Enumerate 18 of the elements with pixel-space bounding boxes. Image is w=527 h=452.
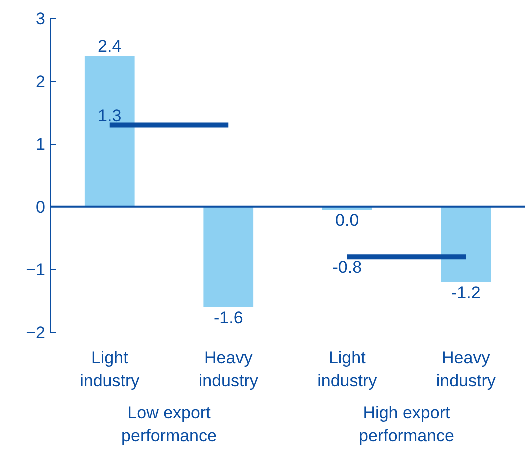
data-label: -1.6: [214, 308, 244, 328]
y-tick-label: 1: [36, 135, 46, 154]
x-tick-label: Light industry: [80, 348, 140, 390]
y-tick-label: 3: [36, 10, 46, 28]
y-tick-label: 2: [36, 72, 46, 92]
y-tick-label: −1: [26, 260, 46, 280]
x-tick-label: Heavy industry: [436, 348, 496, 390]
x-tick-label: Heavy industry: [198, 348, 259, 390]
text: Low export performance: [122, 404, 217, 446]
text: High export performance: [359, 404, 454, 446]
data-label: -0.8: [332, 258, 362, 278]
data-label: 1.3: [98, 106, 122, 126]
y-tick-label: 0: [36, 198, 46, 217]
data-label: 2.4: [98, 37, 122, 56]
y-tick-label: −2: [26, 324, 46, 342]
data-label: 0.0: [336, 211, 360, 230]
x-tick-label: Light industry: [318, 348, 378, 390]
data-label: -1.2: [451, 283, 481, 302]
